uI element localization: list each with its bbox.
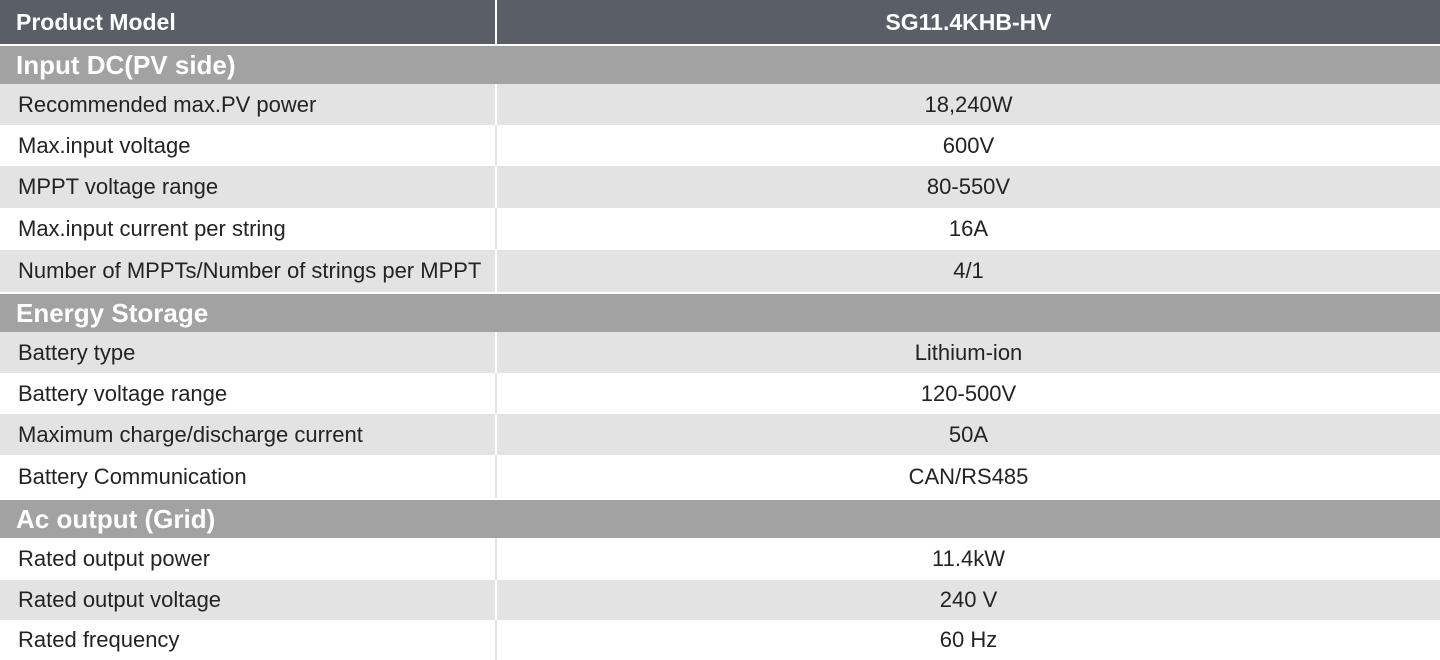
row-value: 600V bbox=[495, 125, 1440, 166]
row-value: 18,240W bbox=[495, 84, 1440, 125]
row-label: Battery voltage range bbox=[18, 380, 228, 406]
table-row: Max.input voltage 600V bbox=[0, 125, 1440, 166]
table-row: Rated output power 11.4kW bbox=[0, 538, 1440, 580]
section-title-input-dc: Input DC(PV side) bbox=[0, 44, 1440, 84]
row-label: Maximum charge/discharge current bbox=[18, 421, 363, 447]
row-value: 80-550V bbox=[495, 166, 1440, 208]
row-label: Rated output voltage bbox=[18, 587, 222, 612]
product-model-value: SG11.4KHB-HV bbox=[495, 0, 1440, 44]
table-row: Battery voltage range 120-500V bbox=[0, 373, 1440, 414]
table-header-row: Product Model SG11.4KHB-HV bbox=[0, 0, 1440, 44]
row-value: 240 V bbox=[495, 580, 1440, 620]
row-label: MPPT voltage range bbox=[18, 174, 219, 199]
table-row: MPPT voltage range 80-550V bbox=[0, 166, 1440, 208]
table-row: Battery Communication CAN/RS485 bbox=[0, 455, 1440, 498]
row-value: 60 Hz bbox=[495, 620, 1440, 660]
section-title-energy-storage: Energy Storage bbox=[0, 292, 1440, 332]
row-value: 16A bbox=[495, 208, 1440, 250]
table-row: Maximum charge/discharge current 50A bbox=[0, 414, 1440, 455]
row-value: 50A bbox=[495, 414, 1440, 455]
row-label: Recommended max.PV power bbox=[18, 91, 317, 117]
table-row: Number of MPPTs/Number of strings per MP… bbox=[0, 250, 1440, 292]
table-row: Battery type Lithium-ion bbox=[0, 332, 1440, 373]
row-label: Battery type bbox=[18, 339, 136, 365]
row-label: Max.input voltage bbox=[18, 132, 191, 158]
row-label: Max.input current per string bbox=[18, 216, 286, 241]
row-label: Number of MPPTs/Number of strings per MP… bbox=[18, 258, 482, 283]
product-model-label: Product Model bbox=[16, 8, 176, 35]
section-title-ac-output: Ac output (Grid) bbox=[0, 498, 1440, 538]
table-row: Recommended max.PV power 18,240W bbox=[0, 84, 1440, 125]
row-value: 4/1 bbox=[495, 250, 1440, 292]
table-row: Max.input current per string 16A bbox=[0, 208, 1440, 250]
row-label: Battery Communication bbox=[18, 463, 247, 489]
row-value: 120-500V bbox=[495, 373, 1440, 414]
row-value: Lithium-ion bbox=[495, 332, 1440, 373]
table-row: Rated frequency 60 Hz bbox=[0, 620, 1440, 660]
row-value: 11.4kW bbox=[495, 538, 1440, 580]
table-row: Rated output voltage 240 V bbox=[0, 580, 1440, 620]
row-value: CAN/RS485 bbox=[495, 455, 1440, 498]
row-label: Rated frequency bbox=[18, 627, 180, 652]
row-label: Rated output power bbox=[18, 546, 211, 571]
